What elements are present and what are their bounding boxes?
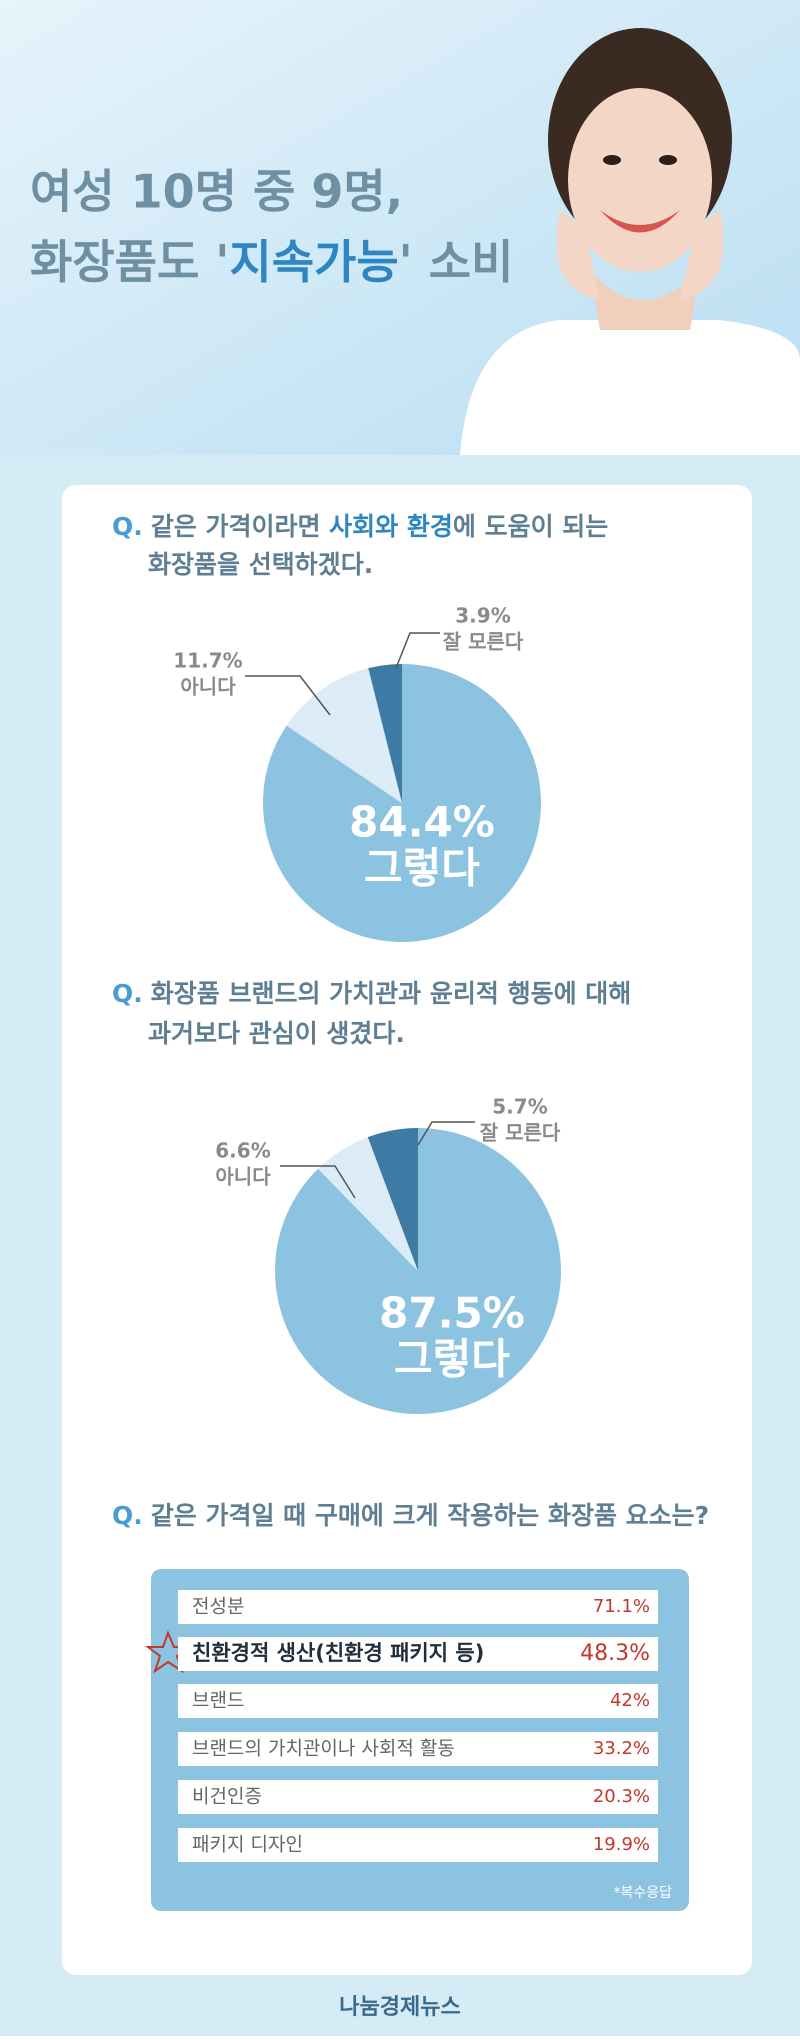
slice-value: 5.7% xyxy=(492,1095,547,1119)
text-part: 같은 가격이라면 xyxy=(151,512,329,541)
model-photo xyxy=(460,28,800,455)
slice-label: 잘 모른다 xyxy=(443,630,524,654)
pie-slice xyxy=(275,1128,561,1414)
slice-value: 11.7% xyxy=(173,649,242,673)
text-part: 화장품 브랜드의 가치관과 윤리적 행동에 대해 xyxy=(151,979,632,1008)
table-row xyxy=(178,1684,658,1718)
row-value: 19.9% xyxy=(593,1834,650,1855)
row-value: 71.1% xyxy=(593,1596,650,1617)
text-part: Q. xyxy=(112,512,143,541)
pie-slice xyxy=(368,664,402,803)
text-line: Q. 같은 가격이라면 사회와 환경에 도움이 되는 xyxy=(112,512,608,541)
text-part: 화장품도 ' xyxy=(30,235,229,289)
slice-label: 그렇다 xyxy=(364,844,480,893)
leader-line xyxy=(395,632,440,669)
row-label: 전성분 xyxy=(192,1596,244,1618)
leader-line xyxy=(417,1121,475,1146)
row-value: 48.3% xyxy=(580,1641,650,1666)
row-value: 20.3% xyxy=(593,1786,650,1807)
text-part: ' 소비 xyxy=(399,235,514,289)
text-part: Q. xyxy=(112,1501,143,1530)
pie-slice xyxy=(318,1137,418,1271)
title: 여성 10명 중 9명, xyxy=(30,165,403,219)
row-label: 친환경적 생산(친환경 패키지 등) xyxy=(192,1641,484,1665)
slice-label: 아니다 xyxy=(180,675,236,699)
row-label: 브랜드 xyxy=(192,1690,244,1712)
table-row xyxy=(178,1637,658,1671)
leader-line xyxy=(280,1165,356,1199)
text-part: 사회와 환경 xyxy=(329,512,453,541)
text-part: Q. xyxy=(112,979,143,1008)
slice-value: 3.9% xyxy=(455,604,510,628)
text-line: Q. 화장품 브랜드의 가치관과 윤리적 행동에 대해 xyxy=(112,979,631,1008)
footer-logo: 나눔경제뉴스 xyxy=(339,1995,460,2020)
question: 화장품을 선택하겠다. xyxy=(148,550,373,579)
row-value: 33.2% xyxy=(593,1738,650,1759)
leader-line xyxy=(245,675,331,716)
note: *복수응답 xyxy=(613,1885,672,1901)
question: 과거보다 관심이 생겼다. xyxy=(148,1019,405,1048)
row-label: 비건인증 xyxy=(192,1786,262,1808)
table-row xyxy=(178,1780,658,1814)
pie-slice xyxy=(286,668,402,803)
text-part: 지속가능 xyxy=(229,235,398,289)
table-row xyxy=(178,1828,658,1862)
row-value: 42% xyxy=(610,1690,650,1711)
slice-label: 잘 모른다 xyxy=(480,1121,561,1145)
text-part: 에 도움이 되는 xyxy=(453,512,608,541)
text-part: 같은 가격일 때 구매에 크게 작용하는 화장품 요소는? xyxy=(151,1501,709,1530)
slice-value: 87.5% xyxy=(379,1289,525,1338)
table-row xyxy=(178,1590,658,1624)
pie-slice xyxy=(367,1128,418,1271)
slice-value: 84.4% xyxy=(349,798,495,847)
row-label: 브랜드의 가치관이나 사회적 활동 xyxy=(192,1738,455,1760)
text-line: 화장품도 '지속가능' 소비 xyxy=(30,235,513,289)
slice-label: 아니다 xyxy=(215,1165,271,1189)
text-line: Q. 같은 가격일 때 구매에 크게 작용하는 화장품 요소는? xyxy=(112,1501,709,1530)
slice-label: 그렇다 xyxy=(394,1335,510,1384)
table-row xyxy=(178,1732,658,1766)
slice-value: 6.6% xyxy=(215,1139,270,1163)
row-label: 패키지 디자인 xyxy=(192,1834,303,1856)
